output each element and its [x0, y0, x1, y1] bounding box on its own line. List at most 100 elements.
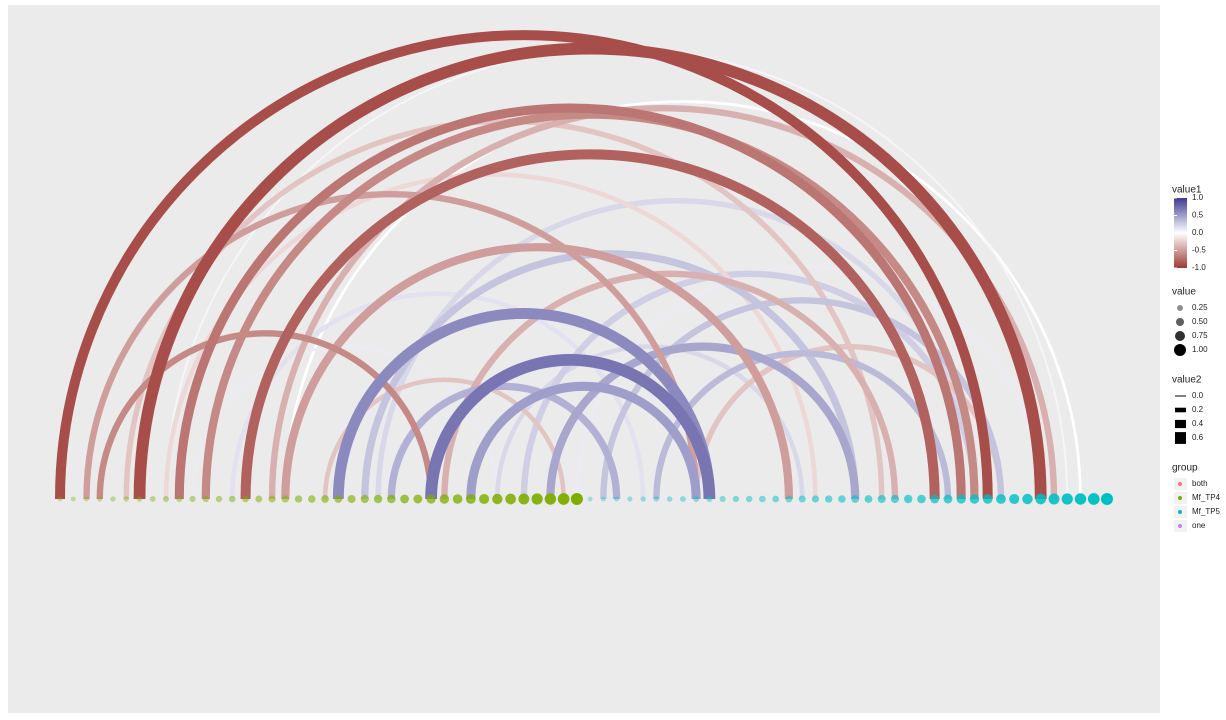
legend-label: 0.0 — [1192, 391, 1204, 400]
node — [1101, 493, 1113, 505]
node — [706, 496, 713, 502]
node — [811, 495, 820, 503]
node — [653, 496, 660, 502]
node — [943, 494, 953, 504]
node — [851, 495, 860, 503]
node — [1035, 493, 1047, 505]
legend-size — [1174, 344, 1186, 356]
node — [110, 496, 116, 502]
legend-label: 1.0 — [1192, 193, 1204, 202]
arc — [55, 30, 993, 500]
arc — [546, 342, 860, 500]
node — [996, 494, 1006, 504]
node — [719, 495, 726, 503]
node — [268, 495, 276, 503]
node — [693, 496, 700, 502]
node — [163, 496, 169, 502]
node — [838, 495, 846, 503]
legend-title: value2 — [1172, 375, 1202, 386]
legend-swatch — [1178, 510, 1182, 514]
arc — [174, 103, 966, 500]
node — [413, 494, 423, 504]
legend-title: value — [1172, 287, 1196, 298]
legend-label: Mf_TP5 — [1192, 507, 1221, 516]
node — [627, 496, 633, 502]
node — [1048, 493, 1060, 505]
legend-label: both — [1192, 479, 1208, 488]
node — [570, 493, 583, 505]
node — [904, 494, 913, 504]
node — [136, 496, 143, 502]
node — [772, 495, 780, 503]
node — [1087, 493, 1100, 505]
node — [930, 494, 940, 504]
node — [587, 496, 593, 502]
node — [1009, 493, 1020, 505]
node — [864, 495, 873, 503]
node — [57, 496, 63, 502]
node — [492, 493, 503, 505]
legend-label: 0.75 — [1192, 331, 1208, 340]
node — [890, 494, 900, 504]
node — [229, 495, 236, 503]
node — [439, 494, 450, 504]
node — [956, 494, 966, 504]
node — [745, 495, 753, 503]
legend-label: 0.25 — [1192, 303, 1208, 312]
legend-label: 1.00 — [1192, 345, 1208, 354]
legend-size — [1177, 305, 1183, 311]
node — [308, 495, 316, 503]
node — [680, 496, 686, 502]
node — [70, 496, 76, 502]
node — [798, 495, 806, 503]
legend-title: group — [1172, 463, 1198, 474]
arcs — [55, 30, 1080, 500]
legend-swatch — [1178, 482, 1182, 486]
legend-label: one — [1192, 521, 1206, 530]
arc — [466, 381, 701, 500]
arc — [281, 243, 794, 500]
node — [321, 495, 329, 503]
legend-label: 0.5 — [1192, 211, 1204, 220]
node — [531, 493, 543, 505]
legend-size — [1175, 331, 1185, 341]
node — [544, 493, 557, 505]
node — [732, 495, 740, 503]
legend-label: 0.6 — [1192, 433, 1204, 442]
node — [479, 493, 490, 505]
legend-label: 0.0 — [1192, 228, 1204, 237]
node — [465, 494, 476, 504]
node — [1022, 493, 1033, 505]
legend-swatch — [1178, 496, 1182, 500]
arc — [332, 308, 715, 500]
legend-label: 0.50 — [1192, 317, 1208, 326]
node — [518, 493, 530, 505]
node — [347, 495, 356, 503]
node — [969, 494, 980, 504]
legend-swatch — [1178, 524, 1182, 528]
node — [640, 496, 646, 502]
node — [281, 495, 289, 503]
arc — [96, 330, 435, 500]
arc — [387, 382, 621, 500]
arc — [322, 377, 566, 500]
node — [785, 495, 793, 503]
nodes — [57, 493, 1113, 505]
node — [1061, 493, 1073, 505]
node — [917, 494, 926, 504]
arc — [495, 344, 805, 500]
node — [189, 495, 196, 503]
node — [373, 494, 383, 504]
node — [294, 495, 303, 503]
node — [759, 495, 766, 503]
arc — [268, 104, 1058, 500]
legend-label: -0.5 — [1192, 246, 1206, 255]
node — [505, 493, 516, 505]
legend-label: 0.4 — [1192, 419, 1204, 428]
node — [426, 494, 436, 504]
node — [242, 495, 249, 503]
node — [83, 496, 90, 502]
node — [666, 496, 673, 502]
legend-label: 0.2 — [1192, 405, 1204, 414]
